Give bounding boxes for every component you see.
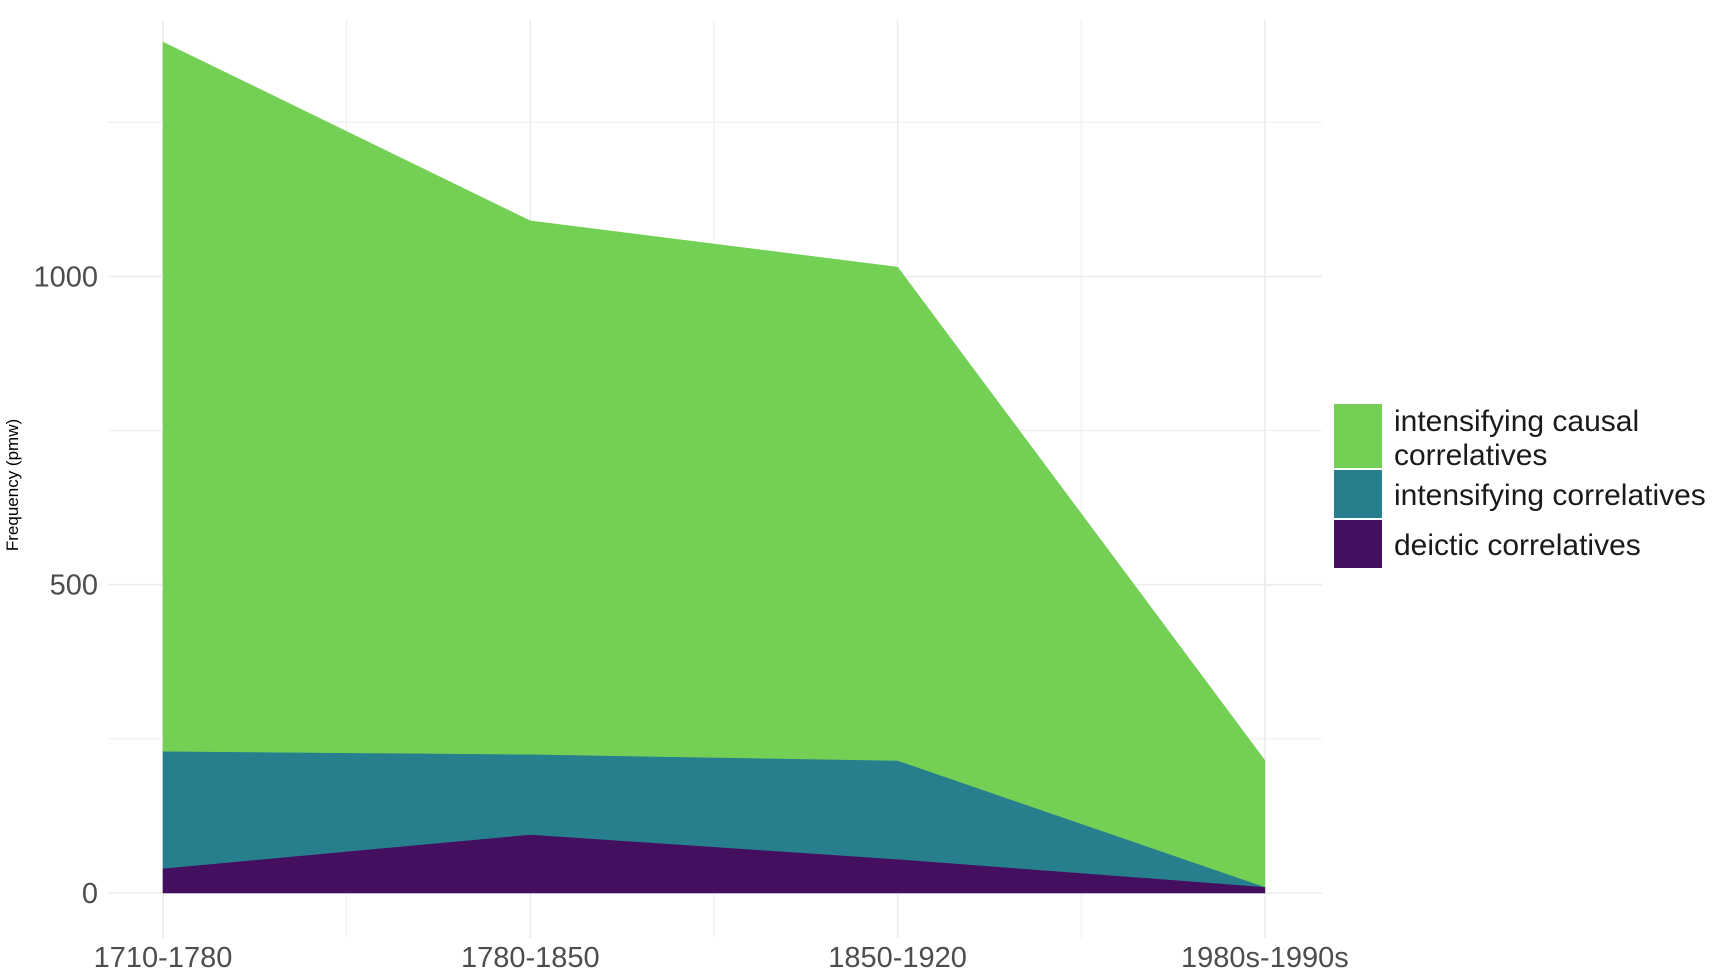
x-tick-label: 1780-1850 [461,942,600,970]
y-tick-label: 0 [82,878,98,910]
y-axis-title: Frequency (pmw) [3,419,22,551]
legend-label: deictic correlatives [1394,529,1641,562]
legend-label-line: correlatives [1394,439,1547,472]
y-axis: 0 500 1000 [33,261,98,910]
legend-label: intensifying causal correlatives [1394,405,1639,472]
x-tick-label: 1850-1920 [828,942,967,970]
x-tick-label: 1710-1780 [94,942,233,970]
x-axis: 1710-1780 1780-1850 1850-1920 1980s-1990s [94,942,1349,970]
legend-label-line: deictic correlatives [1394,529,1641,562]
legend: intensifying causal correlativesintensify… [1334,404,1706,568]
x-tick-label: 1980s-1990s [1181,942,1349,970]
y-tick-label: 500 [50,570,98,602]
area-series [162,41,1266,894]
legend-label: intensifying correlatives [1394,479,1706,512]
area-intensifying-causal-correlatives [162,41,1266,888]
legend-key [1334,404,1382,468]
legend-label-line: intensifying correlatives [1394,479,1706,512]
legend-key [1334,520,1382,568]
legend-label-line: intensifying causal [1394,405,1639,438]
legend-key [1334,470,1382,518]
y-tick-label: 1000 [33,261,98,293]
